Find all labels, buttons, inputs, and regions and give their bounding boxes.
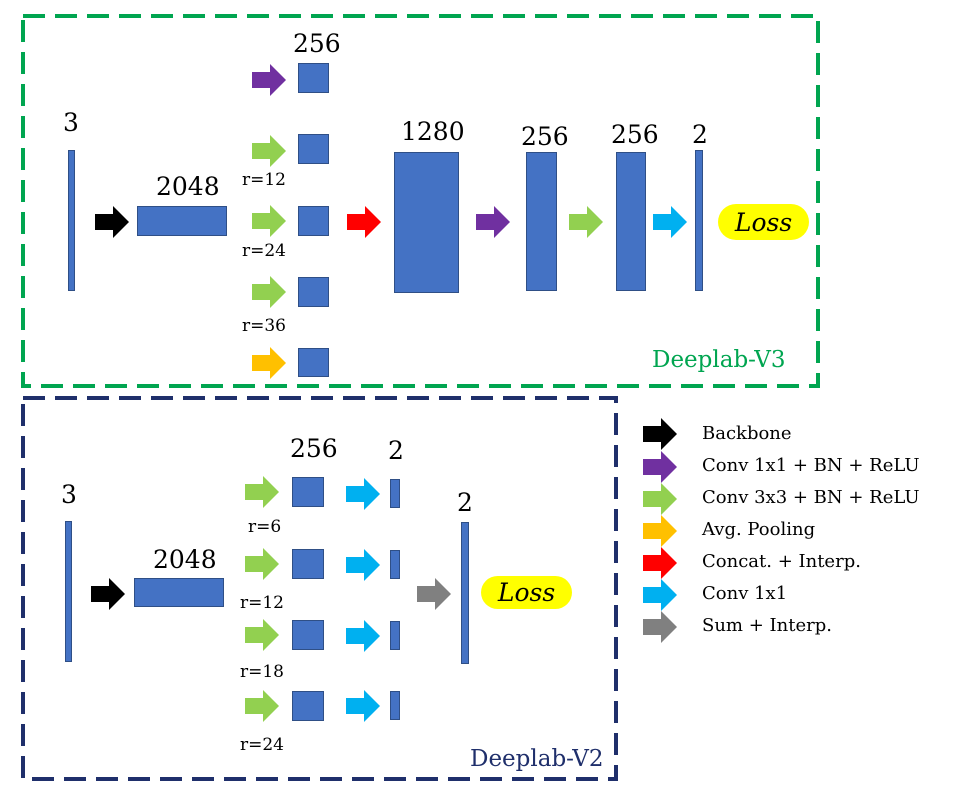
v3-concat-channels: 1280 xyxy=(401,117,465,146)
v3-conv1-block xyxy=(526,152,557,291)
legend-avg-pooling-label: Avg. Pooling xyxy=(702,519,816,540)
legend-backbone-label: Backbone xyxy=(702,423,792,444)
v2-title: Deeplab-V2 xyxy=(470,746,604,772)
v2-branch-r12-arrow xyxy=(245,548,279,580)
v2-branch-r12-conv1x1-arrow xyxy=(346,549,380,581)
v2-branch-channels: 256 xyxy=(290,434,338,463)
v2-branch-block-r12 xyxy=(292,549,324,579)
legend-conv1x1-bn-relu-label: Conv 1x1 + BN + ReLU xyxy=(702,455,920,476)
v2-branch-block-r24 xyxy=(292,691,324,721)
v2-branch-out-r6 xyxy=(390,479,400,508)
v3-aspp-block-1x1 xyxy=(298,63,329,93)
legend-conv3x3-bn-relu-label: Conv 3x3 + BN + ReLU xyxy=(702,487,920,508)
v3-conv2-block xyxy=(616,152,646,291)
v2-branch-r24-conv1x1-arrow xyxy=(346,690,380,722)
v2-loss-badge: Loss xyxy=(481,576,572,609)
v2-branch-block-r18 xyxy=(292,620,324,650)
v2-branch-r18-conv1x1-arrow xyxy=(346,620,380,652)
legend-conv1x1-label: Conv 1x1 xyxy=(702,583,788,604)
legend-sum-interp-label: Sum + Interp. xyxy=(702,615,832,636)
v3-backbone-block xyxy=(137,206,227,236)
legend-sum-interp-icon xyxy=(643,611,677,643)
v3-aspp-channels: 256 xyxy=(293,29,341,58)
v2-output-block xyxy=(461,522,469,664)
v3-aspp-r24-arrow xyxy=(252,205,286,237)
v2-branch-r24-arrow xyxy=(245,690,279,722)
v2-output-channels: 2 xyxy=(457,488,473,517)
v3-classifier-arrow xyxy=(653,206,687,238)
v3-aspp-r36-arrow xyxy=(252,276,286,308)
legend-conv1x1-bn-relu-icon xyxy=(643,451,677,483)
legend-concat-interp-label: Concat. + Interp. xyxy=(702,551,861,572)
v2-input-channels: 3 xyxy=(61,480,77,509)
v2-branch-out-r12 xyxy=(390,550,400,579)
legend-conv3x3-bn-relu-icon xyxy=(643,483,677,515)
v3-backbone-channels: 2048 xyxy=(156,172,220,201)
v3-concat-arrow xyxy=(347,206,381,238)
v2-branch-out-channels: 2 xyxy=(388,436,404,465)
v2-branch-r6-arrow xyxy=(245,476,279,508)
v2-backbone-block xyxy=(134,578,224,607)
v3-backbone-arrow xyxy=(95,206,129,238)
v3-aspp-block-r24 xyxy=(298,206,329,236)
v3-loss-badge: Loss xyxy=(718,204,809,240)
legend-concat-interp-icon xyxy=(643,547,677,579)
v2-sum-interp-arrow xyxy=(417,578,451,610)
v3-input-channels: 3 xyxy=(63,108,79,137)
v2-rate-label-r12: r=12 xyxy=(240,593,285,613)
v2-branch-out-r18 xyxy=(390,621,400,650)
deeplab-v2-frame xyxy=(21,396,618,781)
v2-branch-block-r6 xyxy=(292,477,324,507)
v3-aspp-r12-arrow xyxy=(252,135,286,167)
v2-branch-r18-arrow xyxy=(245,619,279,651)
v3-aspp-block-r36 xyxy=(298,277,329,307)
v3-input-block xyxy=(68,150,75,291)
legend-avg-pooling-icon xyxy=(643,515,677,547)
v2-rate-label-r24: r=24 xyxy=(240,735,285,755)
v3-conv1x1-bn-relu-arrow xyxy=(476,206,510,238)
v2-rate-label-r6: r=6 xyxy=(248,517,282,537)
v3-aspp-block-pool xyxy=(298,348,329,377)
v3-title: Deeplab-V3 xyxy=(652,347,786,373)
legend-backbone-icon xyxy=(643,418,677,450)
v2-backbone-channels: 2048 xyxy=(153,545,217,574)
v3-conv1-channels: 256 xyxy=(521,122,569,151)
v3-conv2-channels: 256 xyxy=(611,120,659,149)
v3-aspp-block-r12 xyxy=(298,134,329,164)
v3-rate-label-r36: r=36 xyxy=(242,316,287,336)
legend-conv1x1-icon xyxy=(643,579,677,611)
v2-rate-label-r18: r=18 xyxy=(240,662,285,682)
v3-output-block xyxy=(695,150,703,291)
v3-aspp-avgpool-arrow xyxy=(252,347,286,379)
v3-output-channels: 2 xyxy=(692,120,708,149)
deeplab-v3-frame xyxy=(21,14,820,388)
v2-branch-out-r24 xyxy=(390,691,400,720)
v3-rate-label-r24: r=24 xyxy=(242,241,287,261)
v2-branch-r6-conv1x1-arrow xyxy=(346,478,380,510)
v3-aspp-conv1x1-arrow xyxy=(252,64,286,96)
v3-concat-block xyxy=(394,152,459,293)
v2-backbone-arrow xyxy=(91,578,125,610)
v2-input-block xyxy=(65,521,72,662)
v3-rate-label-r12: r=12 xyxy=(242,170,287,190)
v3-conv3x3-arrow xyxy=(569,206,603,238)
